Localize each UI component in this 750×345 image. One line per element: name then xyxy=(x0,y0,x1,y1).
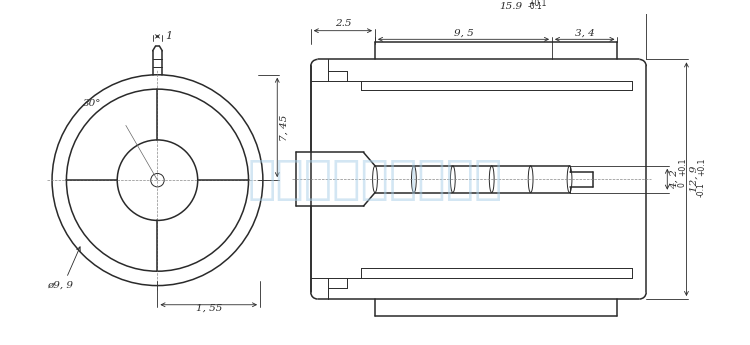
Text: 15.9: 15.9 xyxy=(499,2,522,11)
Text: 9, 5: 9, 5 xyxy=(454,28,473,37)
Text: 7, 45: 7, 45 xyxy=(280,114,290,141)
Text: 4, 2: 4, 2 xyxy=(670,169,680,189)
Text: 0: 0 xyxy=(678,182,687,187)
Text: -0.1: -0.1 xyxy=(528,2,542,11)
Text: 3, 4: 3, 4 xyxy=(574,28,595,37)
Text: 1: 1 xyxy=(165,31,172,41)
Text: 1, 55: 1, 55 xyxy=(196,303,222,313)
Text: +0.1: +0.1 xyxy=(697,158,706,176)
Text: +0.1: +0.1 xyxy=(528,0,546,8)
Text: ø9, 9: ø9, 9 xyxy=(47,281,74,290)
Text: 30°: 30° xyxy=(83,99,101,108)
Text: 温州启姆自动化科技: 温州启姆自动化科技 xyxy=(248,158,502,203)
Text: 12, 9: 12, 9 xyxy=(689,166,698,193)
Text: -0.1: -0.1 xyxy=(697,182,706,197)
Text: +0.1: +0.1 xyxy=(678,158,687,176)
Text: 2.5: 2.5 xyxy=(334,19,351,28)
